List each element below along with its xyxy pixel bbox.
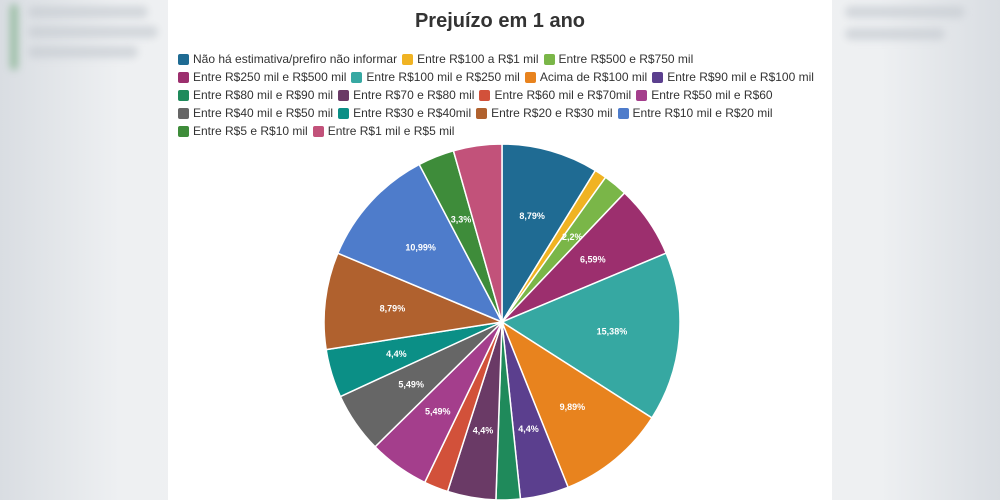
legend-row: Não há estimativa/prefiro não informar En… bbox=[178, 50, 828, 68]
pie-slice[interactable] bbox=[336, 163, 504, 324]
legend-label: Não há estimativa/prefiro não informar bbox=[193, 52, 398, 66]
blurred-text-left-1 bbox=[28, 6, 148, 18]
legend-item[interactable]: Entre R$40 mil e R$50 mil bbox=[178, 106, 333, 120]
legend-item[interactable]: Entre R$500 e R$750 mil bbox=[543, 52, 694, 66]
legend-label: Entre R$30 e R$40mil bbox=[353, 106, 472, 120]
legend-label: Entre R$40 mil e R$50 mil bbox=[193, 106, 334, 120]
legend-swatch bbox=[178, 71, 189, 83]
blurred-text-right-1 bbox=[845, 6, 965, 18]
slice-value-label: 3,3% bbox=[451, 215, 472, 225]
legend-item[interactable]: Entre R$20 e R$30 mil bbox=[476, 106, 613, 120]
legend-label: Entre R$500 e R$750 mil bbox=[558, 52, 694, 66]
blurred-decoration-left bbox=[10, 4, 18, 70]
legend-label: Entre R$10 mil e R$20 mil bbox=[632, 106, 773, 120]
legend-item[interactable]: Entre R$250 mil e R$500 mil bbox=[178, 70, 346, 84]
legend-swatch bbox=[338, 107, 350, 119]
pie-chart: 8,79% 2,2% 6,59% 15,38% 9,89% 4,4% 4,4% 5,49% 5,… bbox=[323, 143, 681, 500]
legend-label: Entre R$1 mil e R$5 mil bbox=[327, 124, 455, 138]
chart-legend: Não há estimativa/prefiro não informar En… bbox=[178, 50, 828, 140]
legend-row: Entre R$80 mil e R$90 mil Entre R$70 e R$… bbox=[178, 86, 828, 104]
legend-swatch bbox=[524, 71, 536, 83]
legend-swatch bbox=[617, 107, 629, 119]
legend-swatch bbox=[543, 53, 555, 65]
legend-row: Entre R$250 mil e R$500 mil Entre R$100 m… bbox=[178, 68, 828, 86]
pie-slice[interactable] bbox=[500, 320, 653, 489]
legend-item[interactable]: Acima de R$100 mil bbox=[524, 70, 648, 84]
legend-swatch bbox=[312, 125, 324, 137]
legend-label: Entre R$20 e R$30 mil bbox=[491, 106, 613, 120]
slice-value-label: 4,4% bbox=[386, 349, 407, 359]
legend-swatch bbox=[178, 89, 189, 101]
legend-item[interactable]: Entre R$30 e R$40mil bbox=[338, 106, 471, 120]
legend-item[interactable]: Entre R$5 e R$10 mil bbox=[178, 124, 308, 138]
blurred-text-right-2 bbox=[845, 28, 945, 40]
legend-swatch bbox=[652, 71, 664, 83]
legend-label: Entre R$5 e R$10 mil bbox=[193, 124, 308, 138]
legend-item[interactable]: Entre R$100 a R$1 mil bbox=[402, 52, 539, 66]
legend-label: Entre R$90 mil e R$100 mil bbox=[667, 70, 814, 84]
chart-card: Prejuízo em 1 ano Não há estimativa/pref… bbox=[168, 0, 832, 500]
legend-item[interactable]: Entre R$100 mil e R$250 mil bbox=[351, 70, 520, 84]
legend-item[interactable]: Entre R$10 mil e R$20 mil bbox=[617, 106, 773, 120]
legend-label: Entre R$50 mil e R$60 bbox=[651, 88, 773, 102]
legend-item[interactable]: Entre R$70 e R$80 mil bbox=[338, 88, 474, 102]
legend-swatch bbox=[479, 89, 491, 101]
legend-swatch bbox=[178, 107, 189, 119]
legend-swatch bbox=[476, 107, 488, 119]
legend-swatch bbox=[178, 53, 189, 65]
blurred-text-left-2 bbox=[28, 26, 158, 38]
slice-value-label: 5,49% bbox=[398, 380, 424, 390]
legend-swatch bbox=[402, 53, 414, 65]
legend-item[interactable]: Entre R$80 mil e R$90 mil bbox=[178, 88, 333, 102]
legend-label: Entre R$60 mil e R$70mil bbox=[494, 88, 632, 102]
legend-item[interactable]: Entre R$50 mil e R$60 bbox=[636, 88, 773, 102]
legend-swatch bbox=[338, 89, 350, 101]
legend-row: Entre R$40 mil e R$50 mil Entre R$30 e R$… bbox=[178, 104, 828, 122]
legend-item[interactable]: Não há estimativa/prefiro não informar bbox=[178, 52, 397, 66]
pie-slice[interactable] bbox=[452, 143, 503, 323]
slice-value-label: 6,59% bbox=[580, 254, 606, 264]
legend-swatch bbox=[351, 71, 363, 83]
blurred-text-left-3 bbox=[28, 46, 138, 58]
slice-value-label: 10,99% bbox=[405, 242, 436, 252]
chart-title: Prejuízo em 1 ano bbox=[414, 10, 586, 32]
legend-label: Entre R$100 a R$1 mil bbox=[417, 52, 539, 66]
slice-value-label: 4,4% bbox=[518, 424, 539, 434]
legend-item[interactable]: Entre R$1 mil e R$5 mil bbox=[312, 124, 455, 138]
legend-label: Entre R$70 e R$80 mil bbox=[353, 88, 475, 102]
legend-label: Entre R$100 mil e R$250 mil bbox=[366, 70, 520, 84]
slice-value-label: 8,79% bbox=[519, 211, 545, 221]
slice-value-label: 8,79% bbox=[380, 304, 406, 314]
legend-row: Entre R$5 e R$10 mil Entre R$1 mil e R$5 … bbox=[178, 122, 828, 140]
pie-slice[interactable] bbox=[323, 252, 505, 351]
pie-slice[interactable] bbox=[501, 143, 597, 325]
slice-value-label: 9,89% bbox=[560, 402, 586, 412]
legend-label: Entre R$250 mil e R$500 mil bbox=[193, 70, 347, 84]
legend-swatch bbox=[636, 89, 648, 101]
legend-item[interactable]: Entre R$60 mil e R$70mil bbox=[479, 88, 631, 102]
slice-value-label: 5,49% bbox=[425, 407, 451, 417]
slice-value-label: 2,2% bbox=[562, 232, 583, 242]
legend-label: Acima de R$100 mil bbox=[539, 70, 648, 84]
slice-value-label: 15,38% bbox=[597, 326, 628, 336]
slice-value-label: 4,4% bbox=[473, 426, 494, 436]
legend-item[interactable]: Entre R$90 mil e R$100 mil bbox=[652, 70, 814, 84]
legend-label: Entre R$80 mil e R$90 mil bbox=[193, 88, 334, 102]
legend-swatch bbox=[178, 125, 189, 137]
pie-slice[interactable] bbox=[500, 252, 681, 419]
